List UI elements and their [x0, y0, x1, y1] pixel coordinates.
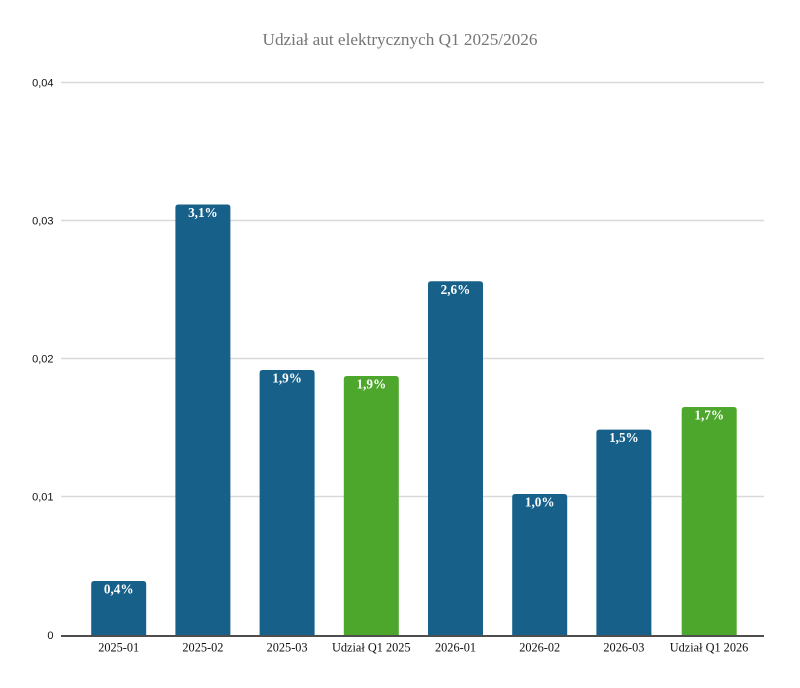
- svg-text:2025-01: 2025-01: [98, 641, 139, 655]
- svg-text:0,04: 0,04: [32, 78, 53, 90]
- svg-text:2,6%: 2,6%: [441, 282, 471, 297]
- svg-text:Udział Q1 2026: Udział Q1 2026: [670, 641, 749, 655]
- svg-text:0: 0: [47, 630, 53, 642]
- svg-text:0,01: 0,01: [32, 492, 53, 504]
- svg-text:0,02: 0,02: [32, 354, 53, 366]
- svg-text:2025-03: 2025-03: [267, 641, 308, 655]
- svg-text:1,5%: 1,5%: [609, 430, 639, 445]
- svg-text:1,9%: 1,9%: [272, 371, 302, 386]
- svg-text:3,1%: 3,1%: [188, 205, 218, 220]
- svg-text:2025-02: 2025-02: [182, 641, 223, 655]
- svg-text:2026-03: 2026-03: [603, 641, 644, 655]
- svg-text:2026-02: 2026-02: [519, 641, 560, 655]
- svg-text:Udział aut elektrycznych Q1 20: Udział aut elektrycznych Q1 2025/2026: [263, 30, 538, 49]
- svg-text:Udział Q1 2025: Udział Q1 2025: [332, 641, 411, 655]
- svg-text:0,03: 0,03: [32, 216, 53, 228]
- svg-text:1,7%: 1,7%: [694, 408, 724, 423]
- svg-text:1,9%: 1,9%: [356, 377, 386, 392]
- svg-text:2026-01: 2026-01: [435, 641, 476, 655]
- svg-text:1,0%: 1,0%: [525, 495, 555, 510]
- svg-text:0,4%: 0,4%: [104, 582, 134, 597]
